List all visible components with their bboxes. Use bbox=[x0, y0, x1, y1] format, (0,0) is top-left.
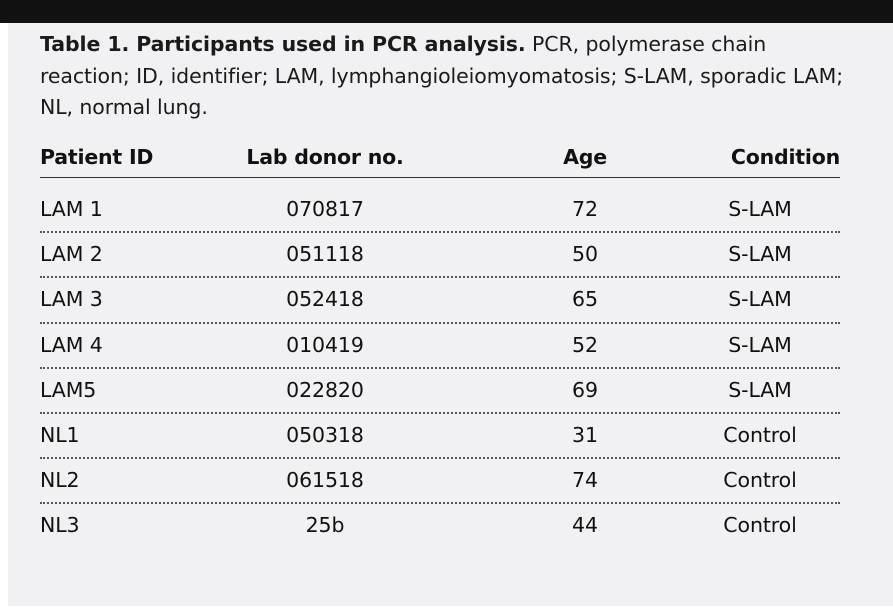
table-row: LAM 1 070817 72 S-LAM bbox=[40, 189, 840, 234]
cell-condition: Control bbox=[723, 422, 797, 447]
row-divider bbox=[40, 321, 840, 324]
header-patient-id: Patient ID bbox=[40, 145, 154, 169]
row-divider bbox=[40, 276, 840, 279]
table-body: LAM 1 070817 72 S-LAM LAM 2 051118 50 S-… bbox=[40, 189, 840, 551]
caption-label: Table 1. Participants used in PCR analys… bbox=[40, 32, 526, 56]
cell-age: 69 bbox=[572, 377, 598, 402]
cell-patient-id: LAM 1 bbox=[40, 197, 103, 221]
table-panel bbox=[8, 23, 893, 606]
cell-lab-donor: 052418 bbox=[286, 287, 364, 312]
table-row: LAM 2 051118 50 S-LAM bbox=[40, 234, 840, 279]
row-divider bbox=[40, 457, 840, 460]
header-condition: Condition bbox=[730, 145, 840, 169]
cell-patient-id: LAM 2 bbox=[40, 242, 103, 267]
cell-age: 31 bbox=[572, 422, 598, 447]
cell-age: 50 bbox=[572, 242, 598, 267]
cell-age: 52 bbox=[572, 332, 598, 357]
cell-patient-id: NL3 bbox=[40, 513, 80, 538]
caption-text: PCR, polymerase chain reaction; ID, iden… bbox=[40, 32, 844, 119]
cell-condition: S-LAM bbox=[728, 197, 792, 221]
cell-condition: Control bbox=[723, 513, 797, 538]
row-divider bbox=[40, 231, 840, 234]
cell-condition: S-LAM bbox=[728, 332, 792, 357]
table-row: NL1 050318 31 Control bbox=[40, 415, 840, 460]
cell-patient-id: NL2 bbox=[40, 468, 80, 493]
cell-lab-donor: 010419 bbox=[286, 332, 364, 357]
cell-patient-id: LAM 3 bbox=[40, 287, 103, 312]
table-row: LAM 4 010419 52 S-LAM bbox=[40, 325, 840, 370]
cell-lab-donor: 25b bbox=[305, 513, 345, 538]
header-lab-donor: Lab donor no. bbox=[246, 145, 404, 169]
cell-lab-donor: 050318 bbox=[286, 422, 364, 447]
cell-patient-id: NL1 bbox=[40, 422, 80, 447]
table-caption: Table 1. Participants used in PCR analys… bbox=[40, 29, 850, 124]
row-divider bbox=[40, 366, 840, 369]
cell-age: 44 bbox=[572, 513, 598, 538]
header-age: Age bbox=[563, 145, 607, 169]
table-row: LAM 3 052418 65 S-LAM bbox=[40, 279, 840, 324]
row-divider bbox=[40, 502, 840, 505]
table-row: LAM5 022820 69 S-LAM bbox=[40, 370, 840, 415]
cell-age: 72 bbox=[572, 197, 598, 221]
cell-lab-donor: 061518 bbox=[286, 468, 364, 493]
top-bar bbox=[0, 0, 893, 23]
cell-patient-id: LAM 4 bbox=[40, 332, 103, 357]
row-divider bbox=[40, 411, 840, 414]
cell-condition: S-LAM bbox=[728, 287, 792, 312]
header-rule bbox=[40, 177, 840, 178]
cell-condition: S-LAM bbox=[728, 377, 792, 402]
cell-patient-id: LAM5 bbox=[40, 377, 97, 402]
table-row: NL3 25b 44 Control bbox=[40, 505, 840, 550]
cell-lab-donor: 070817 bbox=[286, 197, 364, 221]
cell-condition: S-LAM bbox=[728, 242, 792, 267]
cell-age: 65 bbox=[572, 287, 598, 312]
table-header: Patient ID Lab donor no. Age Condition bbox=[40, 141, 840, 173]
cell-condition: Control bbox=[723, 468, 797, 493]
cell-lab-donor: 051118 bbox=[286, 242, 364, 267]
cell-age: 74 bbox=[572, 468, 598, 493]
cell-lab-donor: 022820 bbox=[286, 377, 364, 402]
table-row: NL2 061518 74 Control bbox=[40, 460, 840, 505]
